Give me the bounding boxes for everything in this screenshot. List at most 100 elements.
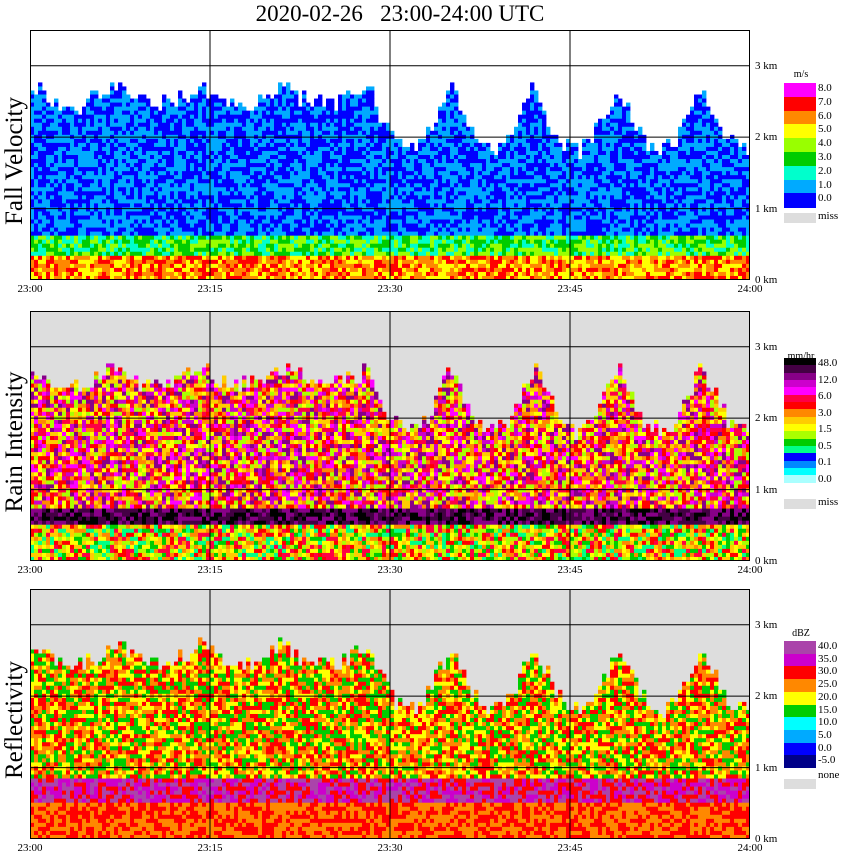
heatmap-cell xyxy=(326,122,331,128)
heatmap-cell xyxy=(214,259,219,265)
heatmap-cell xyxy=(426,203,431,208)
heatmap-cell xyxy=(270,255,275,261)
heatmap-cell xyxy=(402,179,407,184)
heatmap-cell xyxy=(406,231,411,237)
heatmap-cell xyxy=(182,275,187,280)
heatmap-cell xyxy=(442,110,447,116)
heatmap-cell xyxy=(346,94,351,99)
heatmap-cell xyxy=(366,263,371,269)
heatmap-cell xyxy=(226,118,231,124)
heatmap-cell xyxy=(158,191,163,196)
heatmap-cell xyxy=(338,223,343,228)
heatmap-cell xyxy=(238,207,243,212)
heatmap-cell xyxy=(462,227,467,233)
heatmap-cell xyxy=(366,211,371,216)
heatmap-cell xyxy=(66,155,71,160)
heatmap-cell xyxy=(214,110,219,116)
heatmap-cell xyxy=(234,183,239,188)
heatmap-cell xyxy=(298,215,303,220)
heatmap-cell xyxy=(174,130,179,136)
heatmap-cell xyxy=(282,259,287,265)
heatmap-cell xyxy=(162,159,167,164)
heatmap-cell xyxy=(46,195,51,200)
heatmap-cell xyxy=(318,251,323,257)
heatmap-cell xyxy=(298,118,303,124)
heatmap-cell xyxy=(142,106,147,112)
heatmap-cell xyxy=(442,275,447,280)
heatmap-cell xyxy=(110,195,115,200)
heatmap-cell xyxy=(98,271,103,277)
heatmap-cell xyxy=(474,263,479,269)
heatmap-cell xyxy=(170,187,175,192)
heatmap-cell xyxy=(250,203,255,208)
heatmap-cell xyxy=(110,251,115,257)
heatmap-cell xyxy=(294,118,299,124)
heatmap-cell xyxy=(258,239,263,245)
heatmap-cell xyxy=(54,175,59,180)
heatmap-cell xyxy=(362,259,367,265)
heatmap-cell xyxy=(358,167,363,172)
heatmap-cell xyxy=(126,259,131,265)
heatmap-cell xyxy=(202,167,207,172)
heatmap-cell xyxy=(342,163,347,168)
heatmap-cell xyxy=(422,235,427,241)
heatmap-cell xyxy=(166,130,171,136)
heatmap-cell xyxy=(154,138,159,144)
heatmap-cell xyxy=(274,227,279,233)
heatmap-cell xyxy=(358,98,363,103)
heatmap-cell xyxy=(206,187,211,192)
heatmap-cell xyxy=(442,106,447,112)
heatmap-cell xyxy=(242,255,247,261)
heatmap-cell xyxy=(150,227,155,233)
heatmap-cell xyxy=(402,219,407,224)
heatmap-cell xyxy=(118,118,123,124)
heatmap-cell xyxy=(366,195,371,200)
heatmap-cell xyxy=(346,155,351,160)
heatmap-cell xyxy=(218,142,223,148)
heatmap-cell xyxy=(386,263,391,269)
heatmap-cell xyxy=(246,191,251,196)
heatmap-cell xyxy=(106,110,111,116)
heatmap-cell xyxy=(326,183,331,188)
heatmap-cell xyxy=(150,106,155,112)
heatmap-cell xyxy=(86,259,91,265)
heatmap-cell xyxy=(378,146,383,152)
heatmap-cell xyxy=(66,146,71,152)
heatmap-cell xyxy=(134,207,139,212)
heatmap-cell xyxy=(310,159,315,164)
heatmap-cell xyxy=(458,247,463,253)
heatmap-cell xyxy=(362,263,367,269)
heatmap-cell xyxy=(186,183,191,188)
heatmap-cell xyxy=(186,146,191,152)
heatmap-cell xyxy=(386,271,391,277)
heatmap-cell xyxy=(374,195,379,200)
heatmap-cell xyxy=(30,239,35,245)
heatmap-cell xyxy=(434,171,439,176)
heatmap-cell xyxy=(238,110,243,116)
heatmap-cell xyxy=(114,155,119,160)
heatmap-cell xyxy=(430,259,435,265)
heatmap-cell xyxy=(162,207,167,212)
heatmap-cell xyxy=(442,199,447,204)
heatmap-cell xyxy=(90,259,95,265)
heatmap-cell xyxy=(322,191,327,196)
heatmap-cell xyxy=(194,155,199,160)
heatmap-cell xyxy=(58,227,63,233)
heatmap-cell xyxy=(310,219,315,224)
heatmap-cell xyxy=(70,163,75,168)
heatmap-cell xyxy=(310,195,315,200)
heatmap-cell xyxy=(234,263,239,269)
heatmap-cell xyxy=(306,171,311,176)
heatmap-cell xyxy=(194,231,199,237)
heatmap-cell xyxy=(94,175,99,180)
heatmap-cell xyxy=(98,259,103,265)
heatmap-cell xyxy=(398,247,403,253)
heatmap-cell xyxy=(470,215,475,220)
heatmap-cell xyxy=(102,138,107,144)
heatmap-cell xyxy=(242,211,247,216)
heatmap-cell xyxy=(442,155,447,160)
heatmap-cell xyxy=(190,138,195,144)
heatmap-cell xyxy=(162,203,167,208)
heatmap-cell xyxy=(42,94,47,99)
heatmap-cell xyxy=(426,179,431,184)
